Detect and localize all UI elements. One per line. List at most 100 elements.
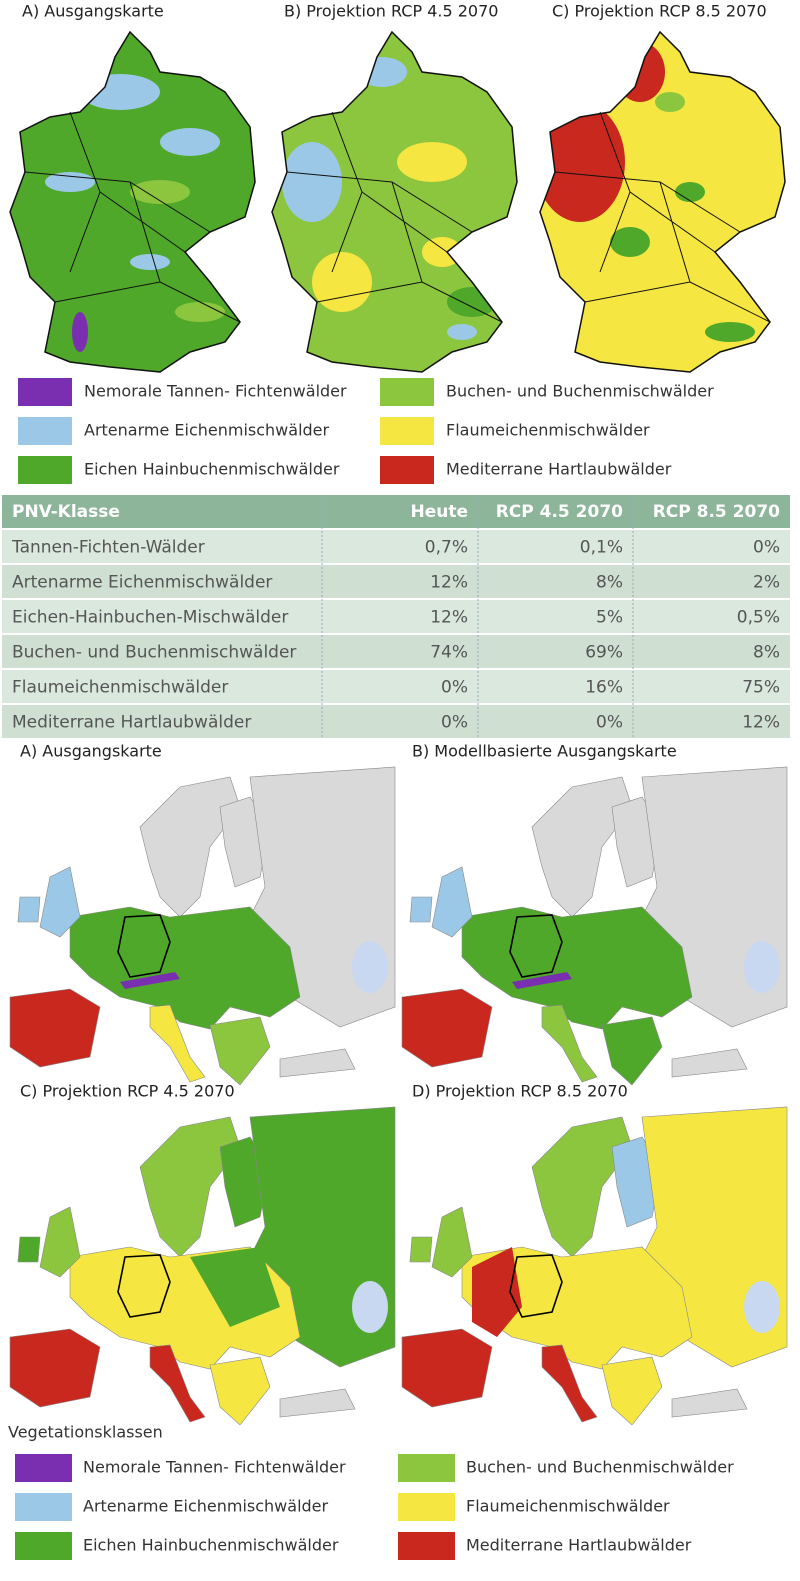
map-region	[312, 252, 372, 312]
legend-swatch	[398, 1454, 455, 1482]
table-row-bg	[2, 530, 790, 563]
europe-map	[401, 766, 788, 1086]
map-region	[190, 1247, 280, 1327]
legend-swatch	[18, 378, 72, 406]
map-region	[120, 972, 180, 989]
map-fill	[540, 32, 785, 372]
state-borders	[554, 111, 771, 323]
map-region	[655, 92, 685, 112]
germany-outline	[509, 1254, 563, 1318]
map-region	[472, 1247, 522, 1337]
table-header-cell: PNV-Klasse	[12, 502, 120, 522]
map-region	[397, 142, 467, 182]
table-header-cell: RCP 8.5 2070	[653, 502, 780, 522]
legend-swatch	[15, 1493, 72, 1521]
map-region	[422, 237, 462, 267]
map-region	[209, 1356, 271, 1426]
table-cell: 0%	[596, 713, 623, 733]
map-title: B) Projektion RCP 4.5 2070	[284, 2, 498, 21]
legend-label: Eichen Hainbuchenmischwälder	[83, 1536, 339, 1555]
table-cell: 8%	[596, 573, 623, 593]
table-row-bg	[2, 565, 790, 598]
map-region	[409, 1236, 433, 1263]
table-cell: 12%	[430, 573, 468, 593]
table-header-cell: RCP 4.5 2070	[496, 502, 623, 522]
legend-swatch	[18, 417, 72, 445]
table-cell: 0,7%	[425, 538, 468, 558]
map-region	[705, 322, 755, 342]
table-cell: 2%	[753, 573, 780, 593]
table-header-cell: Heute	[410, 502, 468, 522]
map-region	[671, 1388, 748, 1418]
table-cell: 74%	[430, 643, 468, 663]
germany-outline	[117, 1254, 171, 1318]
map-title: C) Projektion RCP 4.5 2070	[20, 1082, 235, 1101]
legend-label: Eichen Hainbuchenmischwälder	[84, 460, 340, 479]
europe-map	[401, 1106, 788, 1426]
map-region	[570, 82, 610, 112]
map-region	[149, 1344, 206, 1423]
map-region	[80, 74, 160, 110]
map-fill	[272, 32, 517, 372]
map-region	[175, 302, 225, 322]
legend-swatch	[15, 1532, 72, 1560]
table-cell: 8%	[753, 643, 780, 663]
legend-swatch	[380, 456, 434, 484]
table-row-bg	[2, 600, 790, 633]
map-region	[357, 57, 407, 87]
legend-label: Mediterrane Hartlaubwälder	[446, 460, 672, 479]
map-region	[9, 988, 101, 1068]
legend-label: Mediterrane Hartlaubwälder	[466, 1536, 692, 1555]
map-title: A) Ausgangskarte	[22, 2, 164, 21]
table-row-bg	[2, 670, 790, 703]
table-cell: 12%	[430, 608, 468, 628]
map-region	[139, 1116, 241, 1258]
legend-title: Vegetationsklassen	[8, 1423, 163, 1442]
map-region	[447, 287, 497, 317]
map-region	[130, 254, 170, 270]
legend-swatch	[380, 417, 434, 445]
legend-swatch	[398, 1493, 455, 1521]
table-cell: Mediterrane Hartlaubwälder	[12, 713, 251, 733]
table-cell: 12%	[742, 713, 780, 733]
germany-map	[539, 31, 786, 373]
table-cell: 0,1%	[580, 538, 623, 558]
map-region	[9, 1328, 101, 1408]
legend-label: Nemorale Tannen- Fichtenwälder	[84, 382, 347, 401]
map-region	[39, 1206, 81, 1278]
table-row-bg	[2, 705, 790, 738]
legend-label: Artenarme Eichenmischwälder	[83, 1497, 329, 1516]
sea	[352, 941, 388, 993]
map-region	[675, 182, 705, 202]
map-region	[431, 866, 473, 938]
map-region	[461, 906, 693, 1030]
map-region	[409, 896, 433, 923]
map-region	[279, 1048, 356, 1078]
state-borders	[24, 111, 241, 323]
table-cell: Buchen- und Buchenmischwälder	[12, 643, 296, 663]
map-region	[149, 1004, 206, 1083]
legend-label: Flaumeichenmischwälder	[466, 1497, 670, 1516]
map-region	[39, 866, 81, 938]
table-cell: Artenarme Eichenmischwälder	[12, 573, 272, 593]
map-region	[531, 776, 633, 918]
table-row-bg	[2, 635, 790, 668]
map-region	[139, 776, 241, 918]
sea	[744, 1281, 780, 1333]
legend-label: Buchen- und Buchenmischwälder	[466, 1458, 734, 1477]
table-cell: 0%	[441, 713, 468, 733]
germany-outline	[509, 914, 563, 978]
germany-map	[9, 31, 256, 373]
map-region	[69, 906, 301, 1030]
map-region	[540, 102, 625, 222]
map-title: B) Modellbasierte Ausgangskarte	[412, 742, 677, 761]
table-cell: 5%	[596, 608, 623, 628]
table-cell: Eichen-Hainbuchen-Mischwälder	[12, 608, 288, 628]
map-region	[279, 1388, 356, 1418]
map-region	[431, 1206, 473, 1278]
map-region	[401, 1328, 493, 1408]
map-region	[671, 1048, 748, 1078]
germany-map	[271, 31, 518, 373]
map-region	[401, 988, 493, 1068]
legend-swatch	[398, 1532, 455, 1560]
